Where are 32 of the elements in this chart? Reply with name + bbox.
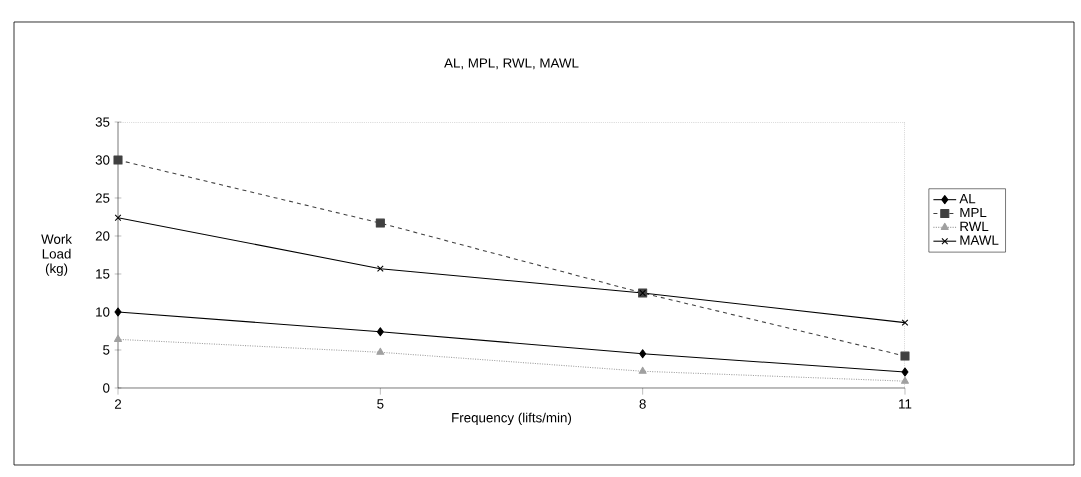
point <box>375 218 385 228</box>
point <box>639 349 647 359</box>
y-tick-label: 5 <box>103 345 110 355</box>
legend-label: AL <box>959 194 976 204</box>
y-axis-title: Work Load (kg) <box>41 234 73 276</box>
point <box>114 307 122 317</box>
legend-label: MPL <box>960 207 987 218</box>
y-tick-label: 20 <box>95 231 110 241</box>
y-tick-label: 30 <box>95 155 110 165</box>
point <box>113 155 123 165</box>
x-tick-label: 5 <box>377 399 384 409</box>
point <box>114 214 122 222</box>
point <box>638 366 647 374</box>
y-tick-label: 0 <box>103 383 110 393</box>
point <box>901 367 909 377</box>
point <box>114 334 123 342</box>
y-tick-label: 35 <box>95 117 110 127</box>
point <box>901 319 909 326</box>
legend-label: MAWL <box>960 235 999 245</box>
x-axis-title: Frequency (lifts/min) <box>452 412 572 426</box>
y-tick-label: 25 <box>95 193 110 203</box>
chart-title: AL, MPL, RWL, MAWL <box>444 58 579 70</box>
point <box>900 376 909 384</box>
x-tick-label: 11 <box>899 399 912 409</box>
point <box>900 351 910 361</box>
point <box>376 327 384 337</box>
legend-label: RWL <box>960 221 989 231</box>
x-tick-label: 2 <box>114 399 122 409</box>
x-tick-label: 8 <box>639 399 646 409</box>
y-tick-label: 15 <box>96 269 110 279</box>
point <box>376 347 385 355</box>
y-tick-label: 10 <box>96 307 110 317</box>
